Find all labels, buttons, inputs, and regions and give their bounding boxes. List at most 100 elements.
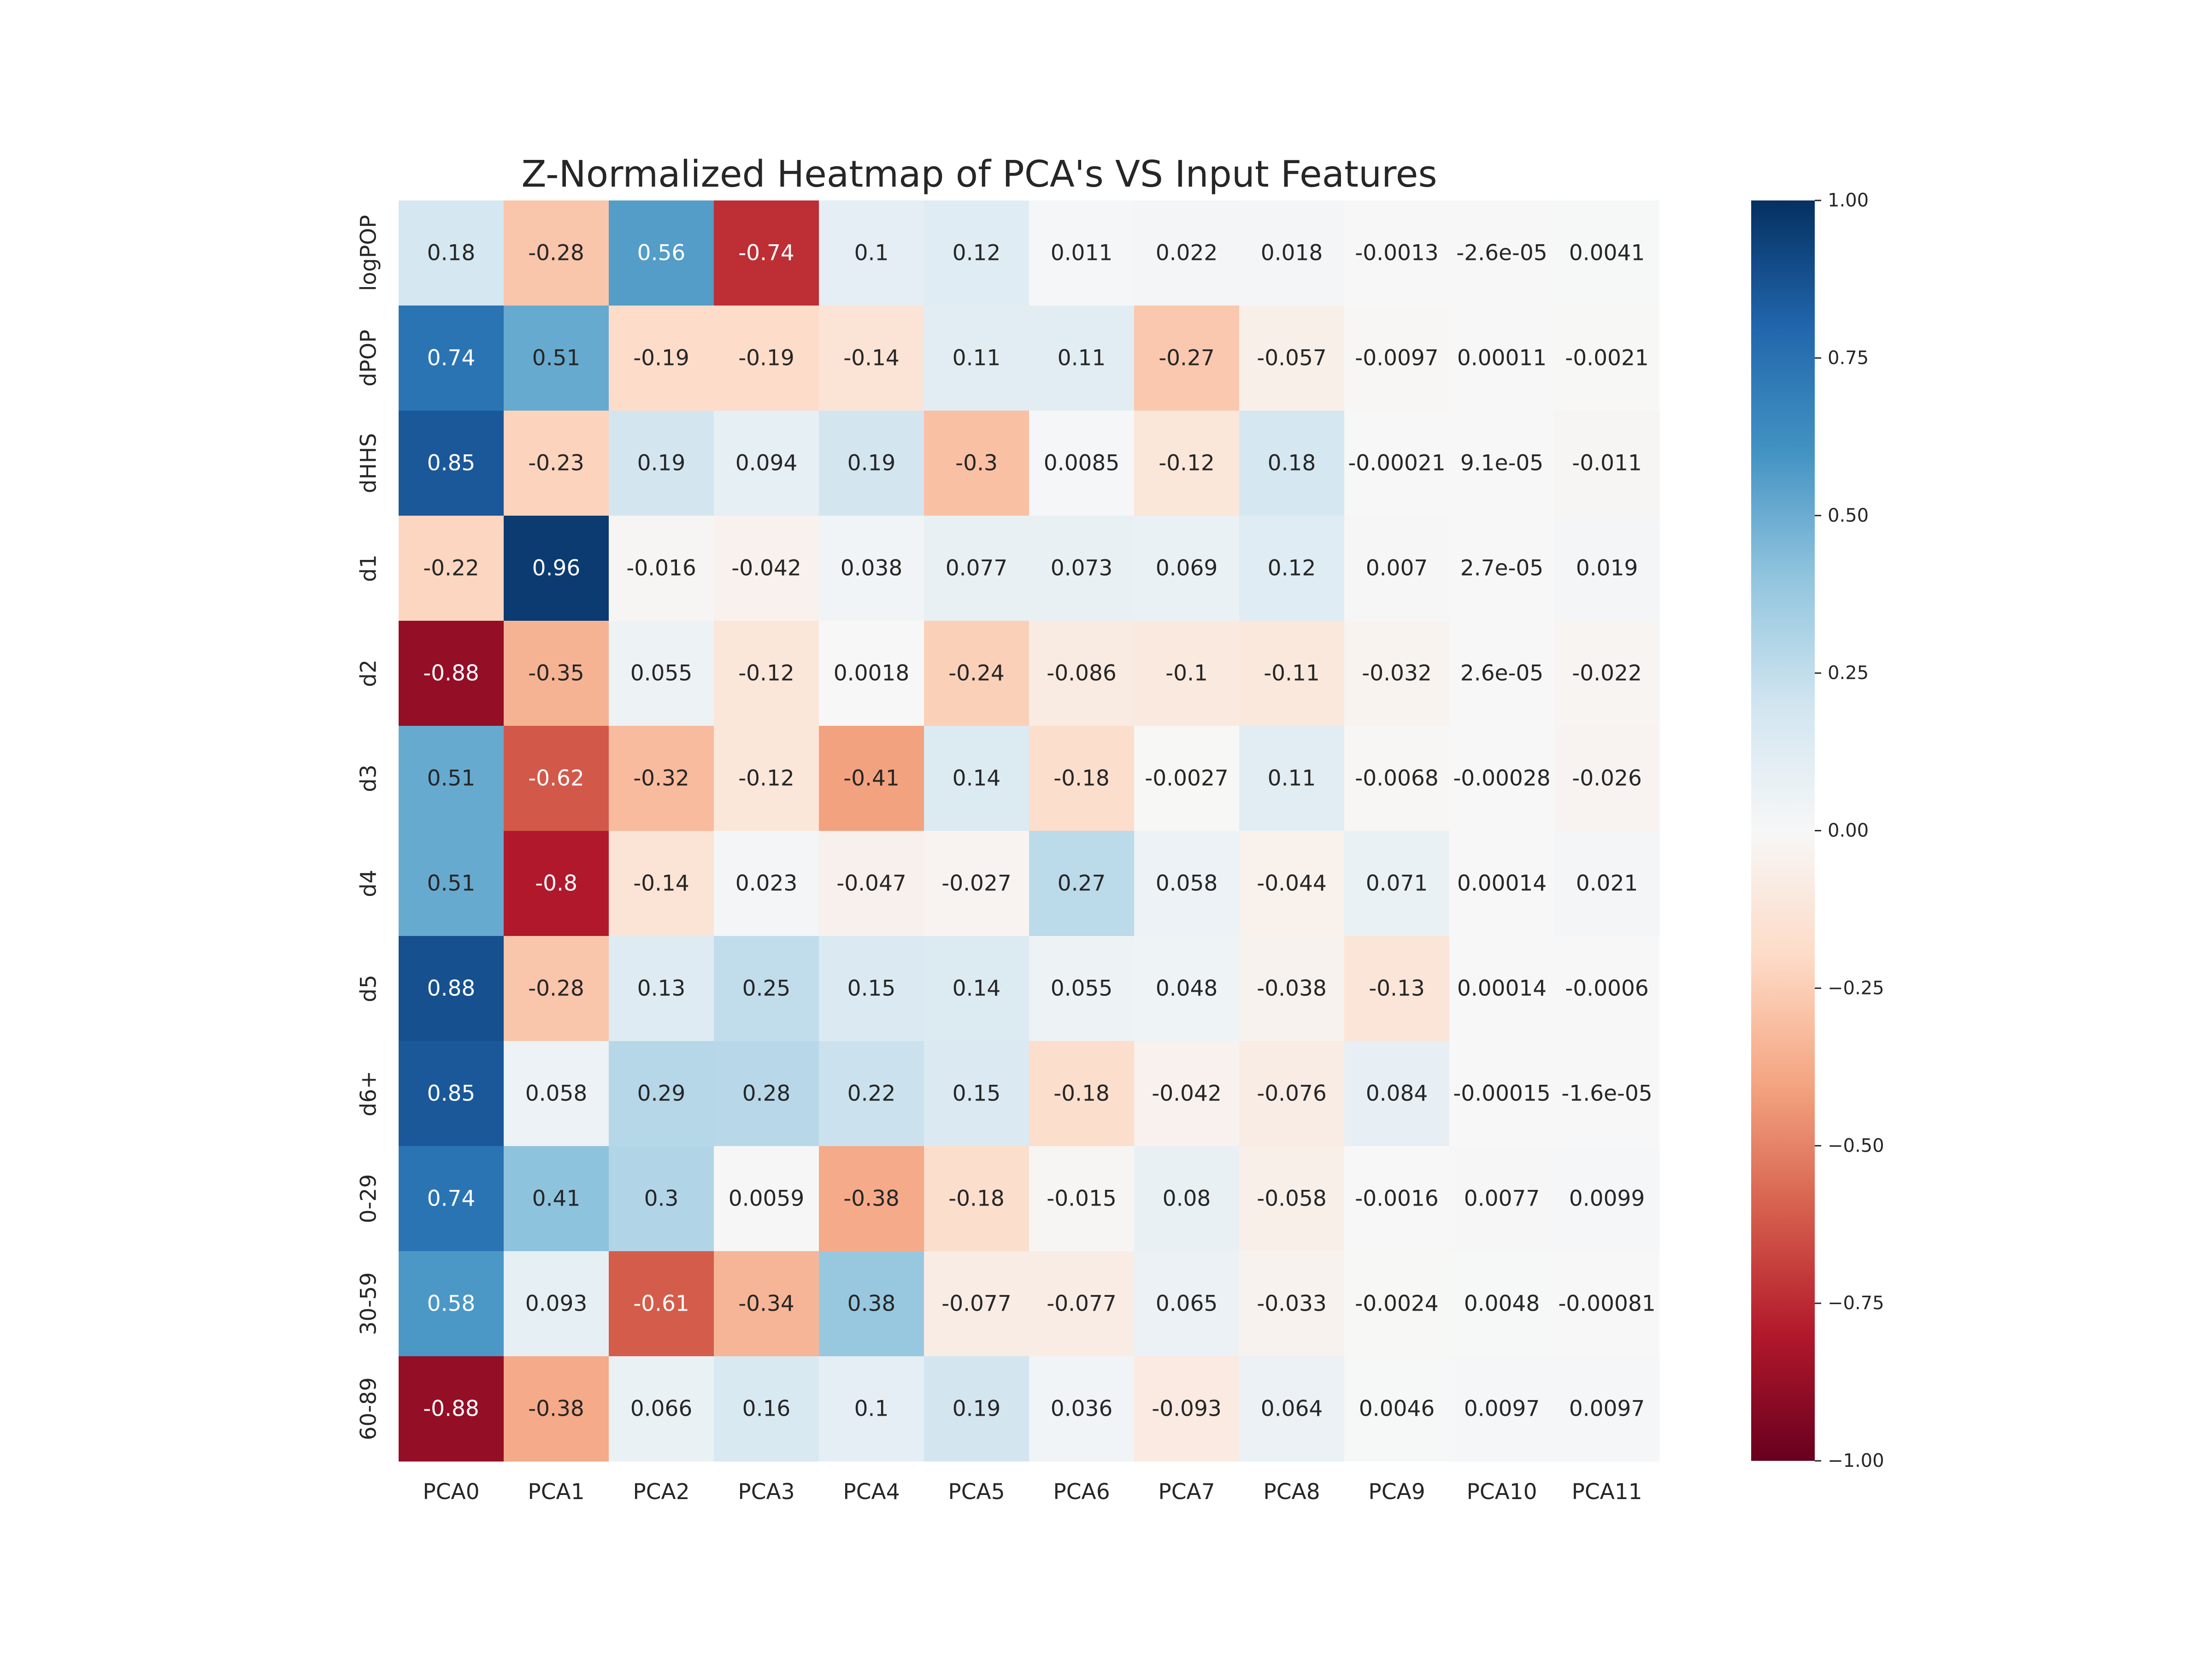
cell-value-label: 0.023 <box>735 871 798 896</box>
heatmap-cell <box>924 1251 1030 1357</box>
cell-value-label: -0.015 <box>1047 1186 1117 1212</box>
heatmap-cell <box>1554 726 1660 831</box>
heatmap-cell <box>1029 1041 1135 1147</box>
heatmap-cell <box>399 936 504 1041</box>
cell-value-label: 0.0018 <box>834 661 909 686</box>
heatmap-cell <box>1554 200 1660 306</box>
heatmap-cell <box>1134 1251 1240 1357</box>
y-tick-label: dPOP <box>356 329 382 387</box>
cell-value-label: 0.0077 <box>1464 1186 1540 1212</box>
cell-value-label: -0.12 <box>1159 451 1215 476</box>
heatmap-cell <box>609 1146 714 1252</box>
heatmap-cell <box>1029 516 1135 621</box>
x-tick-label: PCA2 <box>633 1479 689 1505</box>
cell-value-label: 0.00014 <box>1457 871 1547 896</box>
cell-value-label: 0.11 <box>953 346 1001 371</box>
heatmap-cell <box>609 936 714 1041</box>
cell-value-label: 0.96 <box>532 556 581 581</box>
heatmap-cell <box>1344 200 1450 306</box>
cell-value-label: -0.41 <box>843 766 900 791</box>
x-tick-label: PCA8 <box>1263 1479 1320 1505</box>
heatmap-cell <box>924 411 1030 516</box>
heatmap-cell <box>504 1251 609 1357</box>
cell-value-label: -0.18 <box>1053 1081 1110 1106</box>
x-tick-label: PCA3 <box>738 1479 794 1505</box>
cell-value-label: 0.018 <box>1261 241 1323 266</box>
heatmap-cell <box>1554 621 1660 726</box>
cell-value-label: -0.27 <box>1159 346 1215 371</box>
heatmap-cell <box>819 1146 924 1252</box>
heatmap-cell <box>714 1251 819 1357</box>
cell-value-label: 0.18 <box>1268 451 1316 476</box>
cell-value-label: -0.8 <box>535 871 577 896</box>
heatmap-cell <box>609 1356 714 1462</box>
colorbar-tick-label: −0.75 <box>1828 1293 1884 1314</box>
heatmap-cell <box>1449 621 1555 726</box>
cell-value-label: -0.0097 <box>1355 346 1438 371</box>
heatmap-cell <box>1554 516 1660 621</box>
x-tick-label: PCA0 <box>423 1479 479 1505</box>
heatmap-cell <box>1344 411 1450 516</box>
heatmap-cell <box>714 621 819 726</box>
colorbar <box>1751 200 1815 1461</box>
heatmap-cell <box>1239 306 1345 411</box>
heatmap-cell <box>1449 1251 1555 1357</box>
cell-value-label: -0.35 <box>528 661 584 686</box>
heatmap-cell <box>504 1356 609 1462</box>
cell-value-label: -0.038 <box>1257 976 1327 1001</box>
heatmap-cell <box>714 936 819 1041</box>
heatmap-cell <box>1029 306 1135 411</box>
cell-value-label: -0.0006 <box>1565 976 1648 1001</box>
heatmap-cell <box>1449 1146 1555 1252</box>
heatmap-cell <box>504 1041 609 1147</box>
y-tick-label: 0-29 <box>356 1174 382 1224</box>
heatmap-cell <box>609 1251 714 1357</box>
cell-value-label: 0.28 <box>742 1081 791 1106</box>
heatmap-cell <box>1134 831 1240 936</box>
heatmap-cell <box>1029 1251 1135 1357</box>
heatmap-cell <box>819 621 924 726</box>
colorbar-tick-label: 0.00 <box>1828 820 1869 841</box>
cell-value-label: 0.022 <box>1156 241 1218 266</box>
heatmap-cell <box>1029 621 1135 726</box>
cell-value-label: -1.6e-05 <box>1561 1081 1652 1106</box>
heatmap-cell <box>714 411 819 516</box>
heatmap-cell <box>1029 1356 1135 1462</box>
heatmap-cell <box>399 726 504 831</box>
cell-value-label: -0.027 <box>941 871 1012 896</box>
heatmap-cell <box>1554 1146 1660 1252</box>
cell-value-label: -0.0068 <box>1355 766 1438 791</box>
cell-value-label: 0.13 <box>637 976 686 1001</box>
cell-value-label: -0.00021 <box>1348 451 1445 476</box>
heatmap-cell <box>819 306 924 411</box>
heatmap-cell <box>714 200 819 306</box>
cell-value-label: 0.18 <box>427 241 476 266</box>
cell-value-label: 9.1e-05 <box>1460 451 1543 476</box>
heatmap-cell <box>819 1356 924 1462</box>
cell-value-label: 0.066 <box>630 1396 693 1422</box>
heatmap-cell <box>1449 831 1555 936</box>
cell-value-label: 0.22 <box>847 1081 896 1106</box>
heatmap-cell <box>1239 411 1345 516</box>
cell-value-label: 0.11 <box>1058 346 1106 371</box>
cell-value-label: -0.076 <box>1257 1081 1327 1106</box>
cell-value-label: -0.033 <box>1257 1291 1327 1317</box>
heatmap-cell <box>504 936 609 1041</box>
cell-value-label: -0.14 <box>633 871 689 896</box>
cell-value-label: 0.0059 <box>729 1186 804 1212</box>
heatmap-cell <box>1134 1041 1240 1147</box>
heatmap-cell <box>504 831 609 936</box>
heatmap-cell <box>819 411 924 516</box>
heatmap-cell <box>1239 936 1345 1041</box>
cell-value-label: -0.047 <box>836 871 906 896</box>
x-tick-label: PCA11 <box>1571 1479 1642 1505</box>
cell-value-label: -0.62 <box>528 766 584 791</box>
heatmap-cell <box>504 1146 609 1252</box>
y-tick-label: d2 <box>356 659 382 687</box>
cell-value-label: 0.16 <box>742 1396 791 1422</box>
heatmap-cell <box>1449 411 1555 516</box>
cell-value-label: 0.12 <box>953 241 1001 266</box>
cell-value-label: 0.036 <box>1051 1396 1113 1422</box>
heatmap-cell <box>399 1146 504 1252</box>
